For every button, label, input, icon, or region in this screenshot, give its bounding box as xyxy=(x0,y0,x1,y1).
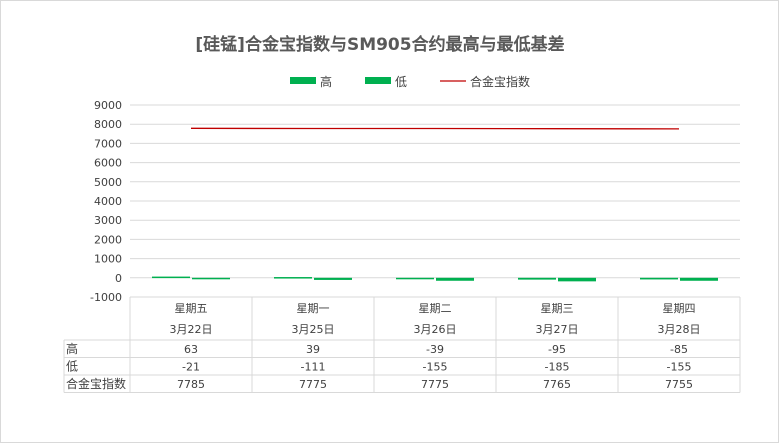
y-tick-label: 2000 xyxy=(94,233,122,246)
legend-label: 低 xyxy=(395,75,407,89)
chart-title: [硅锰]合金宝指数与SM905合约最高与最低基差 xyxy=(195,34,564,55)
category-date: 3月26日 xyxy=(414,323,457,336)
table-cell: 7785 xyxy=(177,378,205,391)
y-tick-label: 0 xyxy=(115,272,122,285)
series-line-合金宝指数 xyxy=(190,127,680,130)
y-tick-label: 4000 xyxy=(94,195,122,208)
gridlines xyxy=(130,104,740,298)
bar-高 xyxy=(518,277,556,280)
bar-高 xyxy=(640,277,678,280)
y-tick-label: 7000 xyxy=(94,137,122,150)
bars xyxy=(152,276,718,282)
table-cell: 7765 xyxy=(543,378,571,391)
legend-swatch-低 xyxy=(365,77,391,84)
y-tick-label: 5000 xyxy=(94,176,122,189)
y-tick-label: 9000 xyxy=(94,99,122,112)
bar-低 xyxy=(558,277,596,282)
table-cell: -39 xyxy=(426,343,444,356)
category-weekday: 星期一 xyxy=(297,302,330,315)
bar-低 xyxy=(680,277,718,281)
bar-低 xyxy=(436,277,474,281)
category-weekday: 星期四 xyxy=(663,302,696,315)
bar-低 xyxy=(314,277,352,280)
data-table: 星期五 3月22日 星期一 3月25日 星期二 3月26日 星期三 3月27日 星期四 3月28日… xyxy=(63,297,741,393)
lines xyxy=(190,127,680,130)
category-date: 3月25日 xyxy=(292,323,335,336)
table-cell: -111 xyxy=(301,361,326,374)
table-cell: 7775 xyxy=(299,378,327,391)
legend-swatch-高 xyxy=(290,77,316,84)
category-date: 3月22日 xyxy=(170,323,213,336)
y-axis: 9000 8000 7000 6000 5000 4000 3000 2000 1000 0 -10… xyxy=(90,99,122,304)
legend-label: 高 xyxy=(320,74,332,89)
bar-高 xyxy=(152,276,190,279)
table-cell: -155 xyxy=(667,361,692,374)
table-cell: -85 xyxy=(670,343,688,356)
legend: 高 低 合金宝指数 xyxy=(290,74,530,89)
bar-高 xyxy=(396,277,434,280)
table-cell: 7755 xyxy=(665,378,693,391)
category-date: 3月28日 xyxy=(658,323,701,336)
legend-label: 合金宝指数 xyxy=(470,74,530,89)
table-cell: 7775 xyxy=(421,378,449,391)
y-tick-label: 8000 xyxy=(94,118,122,131)
table-cell: -185 xyxy=(545,361,570,374)
category-weekday: 星期三 xyxy=(541,302,574,315)
table-cell: 39 xyxy=(306,343,320,356)
y-tick-label: 3000 xyxy=(94,214,122,227)
table-cell: -95 xyxy=(548,343,566,356)
y-tick-label: 6000 xyxy=(94,157,122,170)
category-weekday: 星期五 xyxy=(175,302,208,315)
table-row-label: 高 xyxy=(66,341,78,356)
bar-高 xyxy=(274,277,312,279)
table-cell: -21 xyxy=(182,361,200,374)
table-cell: -155 xyxy=(423,361,448,374)
y-tick-label: 1000 xyxy=(94,253,122,266)
y-tick-label: -1000 xyxy=(90,291,122,304)
category-weekday: 星期二 xyxy=(419,302,452,315)
table-cell: 63 xyxy=(184,343,198,356)
table-row-label: 低 xyxy=(66,360,78,374)
category-date: 3月27日 xyxy=(536,323,579,336)
bar-低 xyxy=(192,277,230,280)
table-row-label: 合金宝指数 xyxy=(66,376,126,391)
